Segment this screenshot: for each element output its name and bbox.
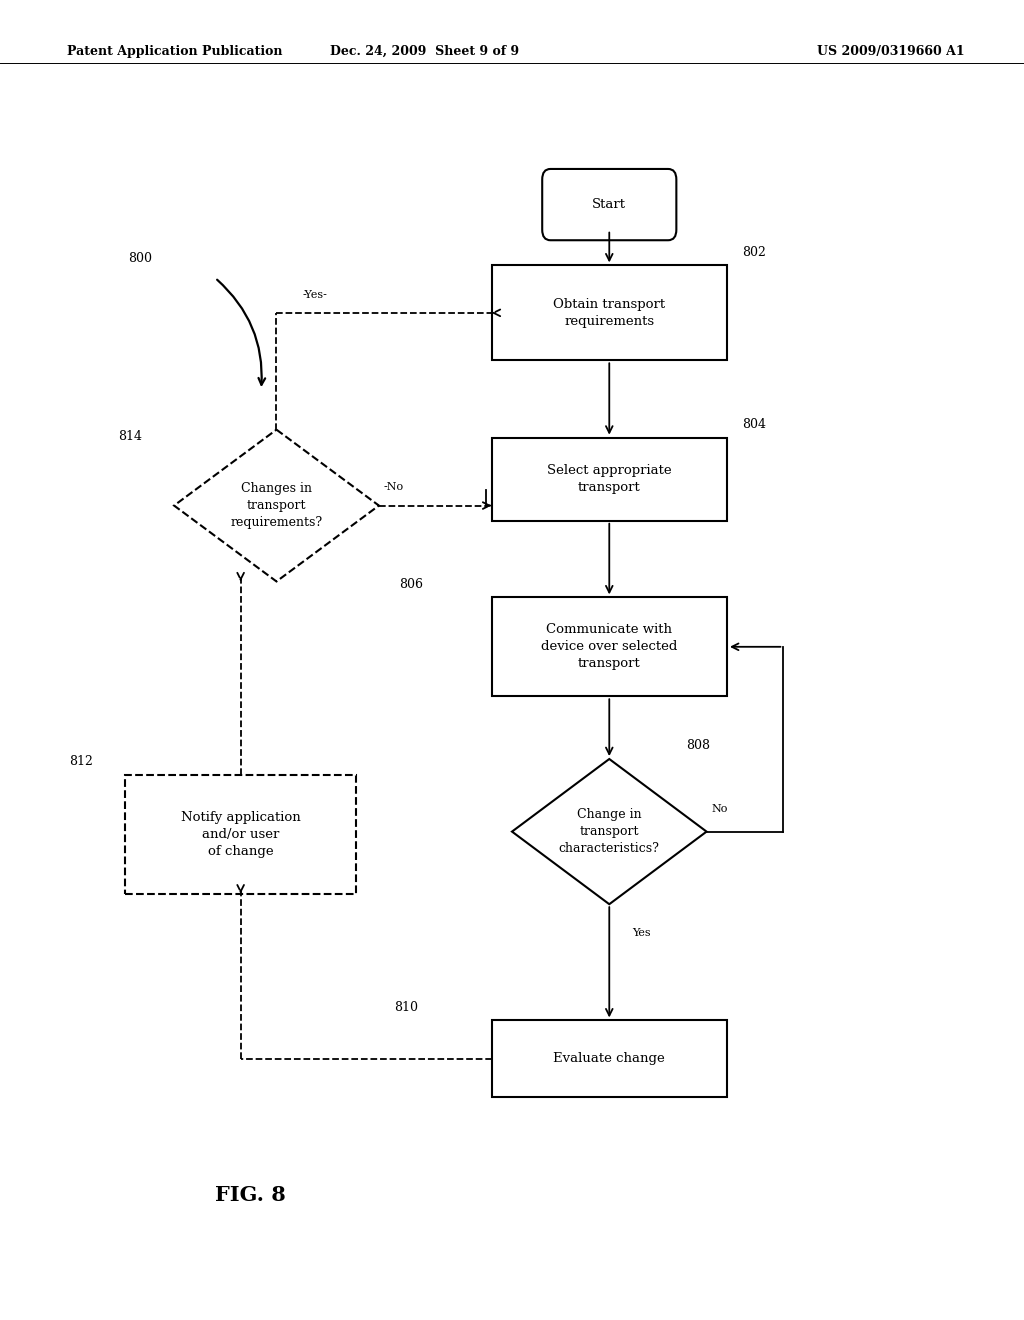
Text: 804: 804 <box>742 418 766 430</box>
Text: -No: -No <box>384 482 404 492</box>
Text: Select appropriate
transport: Select appropriate transport <box>547 465 672 494</box>
Text: 810: 810 <box>394 1001 418 1014</box>
Text: Obtain transport
requirements: Obtain transport requirements <box>553 298 666 327</box>
Text: Dec. 24, 2009  Sheet 9 of 9: Dec. 24, 2009 Sheet 9 of 9 <box>331 45 519 58</box>
Text: 800: 800 <box>128 252 152 264</box>
Text: 812: 812 <box>69 755 93 768</box>
Text: Notify application
and/or user
of change: Notify application and/or user of change <box>181 810 300 858</box>
Text: Start: Start <box>592 198 627 211</box>
Text: US 2009/0319660 A1: US 2009/0319660 A1 <box>817 45 965 58</box>
Text: FIG. 8: FIG. 8 <box>215 1185 286 1205</box>
Text: Evaluate change: Evaluate change <box>553 1052 666 1065</box>
Bar <box>125 775 356 894</box>
Polygon shape <box>512 759 707 904</box>
Text: Changes in
transport
requirements?: Changes in transport requirements? <box>230 482 323 529</box>
Text: Patent Application Publication: Patent Application Publication <box>67 45 282 58</box>
Text: Communicate with
device over selected
transport: Communicate with device over selected tr… <box>541 623 678 671</box>
Polygon shape <box>174 430 379 581</box>
Bar <box>492 265 727 360</box>
Text: No: No <box>712 804 728 814</box>
Bar <box>492 597 727 697</box>
Text: Yes: Yes <box>632 928 650 939</box>
Text: Change in
transport
characteristics?: Change in transport characteristics? <box>559 808 659 855</box>
Bar <box>492 1020 727 1097</box>
Text: 808: 808 <box>686 739 710 752</box>
Text: -Yes-: -Yes- <box>302 289 327 300</box>
Bar <box>492 437 727 520</box>
Text: 814: 814 <box>118 430 141 444</box>
Text: 802: 802 <box>742 246 766 259</box>
Text: 806: 806 <box>399 578 423 591</box>
FancyBboxPatch shape <box>543 169 676 240</box>
